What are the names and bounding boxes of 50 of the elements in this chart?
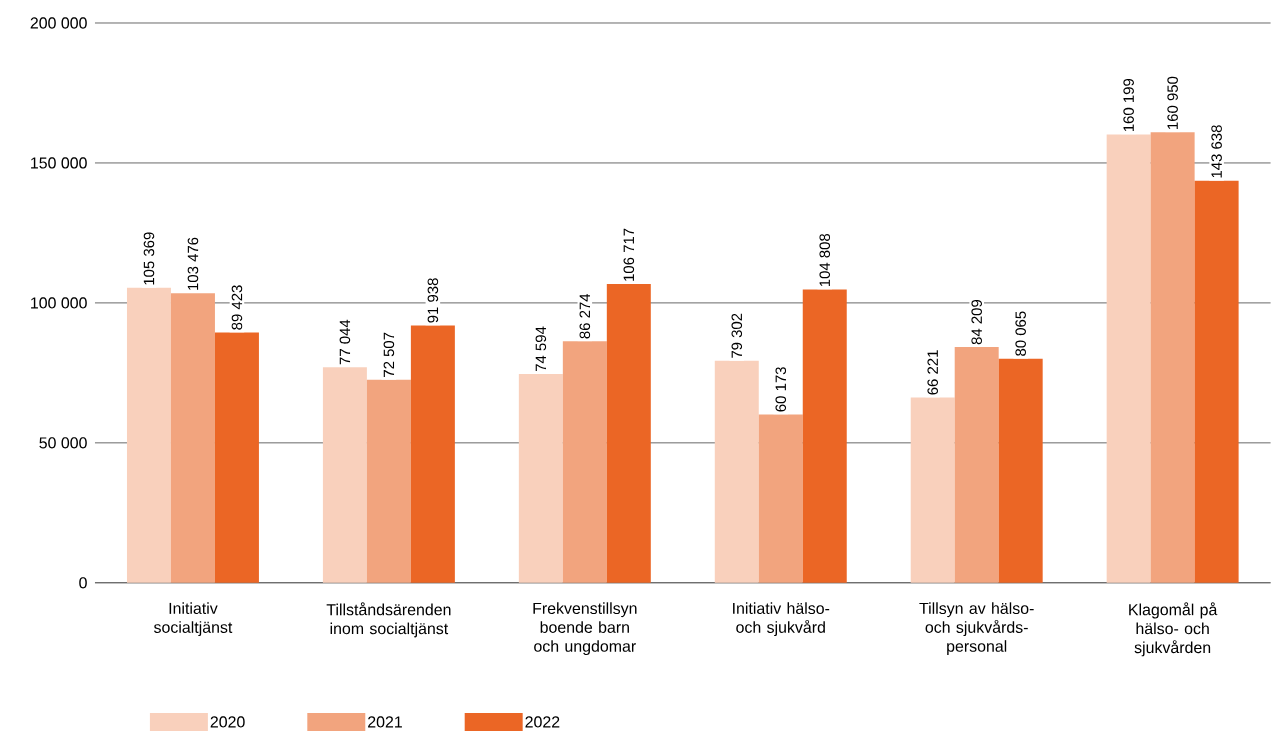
legend-label: 2022 — [525, 716, 560, 728]
data-label: 66 221 — [927, 350, 938, 395]
x-tick-label: Frekvenstillsyn boende barn och ungdomar — [533, 602, 637, 656]
bar — [714, 360, 759, 583]
data-label: 60 173 — [775, 367, 787, 412]
bar — [802, 289, 847, 583]
legend-label: 2020 — [210, 716, 245, 728]
bar — [170, 293, 215, 583]
legend-label: 2021 — [368, 716, 402, 728]
data-label: 84 209 — [971, 300, 982, 345]
bar — [366, 379, 411, 583]
bar — [998, 358, 1043, 583]
bar — [954, 347, 999, 583]
bar — [518, 374, 563, 583]
bar — [562, 341, 607, 583]
data-label: 77 044 — [339, 319, 351, 365]
data-label: 106 717 — [623, 228, 635, 281]
x-tick-label: Tillståndsärenden inom socialtjänst — [326, 602, 451, 638]
data-label: 143 638 — [1211, 125, 1222, 178]
data-label: 105 369 — [143, 232, 155, 285]
bar — [322, 367, 367, 583]
x-tick-label: Initiativ socialtjänst — [153, 602, 233, 637]
data-label: 160 950 — [1167, 76, 1178, 130]
bar — [910, 397, 955, 583]
bar — [126, 287, 171, 583]
data-label: 89 423 — [231, 285, 243, 330]
y-tick-label: 0 — [79, 577, 87, 589]
y-tick-label: 150 000 — [31, 157, 87, 169]
x-tick-label: Initiativ hälso- och sjukvård — [733, 602, 830, 637]
x-tick-label: Klagomål på hälso- och sjukvården — [1129, 602, 1218, 657]
y-tick-label: 100 000 — [31, 297, 87, 309]
data-label: 79 302 — [731, 313, 743, 358]
bar — [1106, 134, 1151, 583]
data-label: 91 938 — [427, 278, 439, 323]
y-tick-label: 50 000 — [39, 437, 87, 449]
data-label: 160 199 — [1123, 79, 1134, 132]
data-label: 86 274 — [579, 294, 591, 339]
data-label: 103 476 — [187, 237, 199, 290]
bar — [214, 332, 259, 583]
x-tick-label: Tillsyn av hälso- och sjukvårds-personal — [919, 602, 1034, 656]
bar — [410, 325, 455, 583]
data-label: 72 507 — [383, 332, 395, 377]
bar — [758, 414, 803, 583]
data-label: 104 808 — [819, 234, 831, 287]
bar — [606, 284, 651, 583]
bar — [1194, 180, 1239, 583]
bar — [1150, 132, 1195, 583]
y-tick-label: 200 000 — [30, 17, 87, 29]
data-label: 74 594 — [535, 326, 547, 372]
data-label: 80 065 — [1015, 311, 1026, 356]
